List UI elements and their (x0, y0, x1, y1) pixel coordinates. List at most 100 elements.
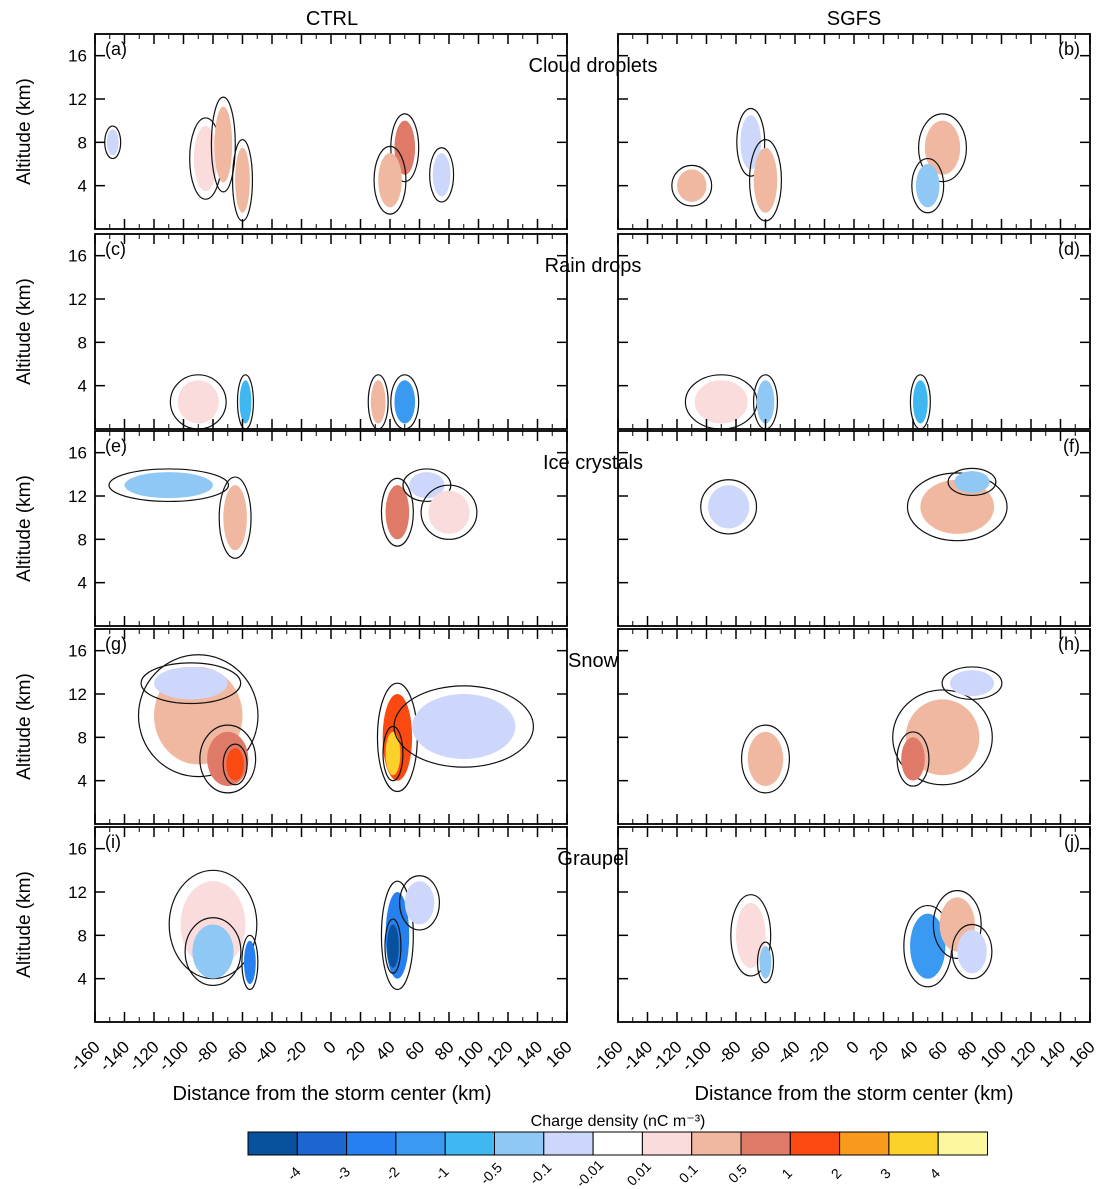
charge-blob-h-2 (901, 737, 925, 781)
colorbar-label-4: -0.5 (477, 1159, 506, 1188)
charge-blob-c-0 (177, 380, 219, 424)
ytick-label-a-3: 16 (68, 47, 87, 66)
xtick-label-left-0: -160 (66, 1037, 103, 1074)
y-axis-label-1: Altitude (km) (14, 278, 35, 385)
row-title-2: Ice crystals (543, 452, 643, 474)
xtick-label-right-0: -160 (589, 1037, 626, 1074)
charge-blob-f-1 (920, 479, 995, 534)
contour-j-4 (951, 923, 993, 980)
colorbar-swatch-8 (641, 1131, 693, 1156)
charge-blob-e-4 (428, 490, 470, 534)
contour-h-0 (741, 724, 790, 794)
y-axis-label-3: Altitude (km) (14, 673, 35, 780)
charge-blob-b-3 (924, 120, 961, 175)
xtick-label-left-13: 100 (454, 1037, 487, 1070)
charge-blob-e-3 (409, 472, 445, 499)
panel-frame-h (617, 628, 1091, 825)
contour-a-2 (210, 96, 236, 193)
panel-letter-f: (f) (1063, 436, 1080, 456)
xtick-label-left-15: 140 (513, 1037, 546, 1070)
charge-blob-b-2 (677, 169, 707, 202)
panel-f: (f) (617, 430, 1091, 627)
ytick-label-e-3: 16 (68, 444, 87, 463)
colorbar-label-6: -0.01 (573, 1156, 607, 1189)
panel-d: (d) (617, 233, 1091, 430)
ytick-label-e-0: 4 (78, 574, 87, 593)
charge-blob-a-3 (235, 147, 250, 213)
charge-blob-e-0 (124, 472, 213, 499)
row-title-0: Cloud droplets (529, 55, 658, 77)
panel-g: 4 8 12 16 (g) (68, 628, 568, 825)
charge-blob-d-2 (913, 380, 928, 424)
xtick-label-right-12: 80 (954, 1037, 981, 1064)
contour-e-0 (108, 468, 230, 503)
ytick-label-g-3: 16 (68, 642, 87, 661)
panel-letter-a: (a) (105, 39, 127, 59)
panel-frame-i (94, 826, 568, 1023)
charge-blob-c-1 (239, 380, 252, 424)
colorbar-swatch-13 (888, 1131, 939, 1156)
colorbar-label-1: -3 (333, 1163, 353, 1183)
charge-blob-b-1 (753, 147, 778, 213)
charge-blob-i-4 (387, 924, 399, 968)
panel-frame-j (617, 826, 1091, 1023)
ytick-label-i-1: 8 (78, 926, 87, 945)
colorbar-label-0: -4 (284, 1163, 304, 1183)
panel-grid: 4 8 12 16 (a) (b) Cloud droplets Altitude (km) 4… (14, 33, 1099, 1075)
panel-frame-d (617, 233, 1091, 430)
charge-blob-d-0 (694, 380, 748, 424)
colorbar-swatch-3 (395, 1131, 446, 1156)
xtick-label-right-15: 140 (1036, 1037, 1069, 1070)
y-axis-label-2: Altitude (km) (14, 475, 35, 582)
charge-blob-e-2 (385, 485, 410, 540)
ytick-label-i-0: 4 (78, 970, 87, 989)
row-title-1: Rain drops (545, 255, 642, 277)
ytick-label-a-0: 4 (78, 177, 87, 196)
charge-blob-j-2 (910, 913, 946, 979)
colorbar-swatch-10 (740, 1131, 791, 1156)
colorbar-swatch-14 (937, 1131, 989, 1156)
xtick-label-right-16: 160 (1065, 1037, 1098, 1070)
contour-f-0 (700, 479, 758, 535)
contour-h-2 (896, 731, 930, 787)
contour-i-3 (380, 880, 414, 991)
contour-g-1 (140, 662, 242, 705)
ytick-label-g-1: 8 (78, 728, 87, 747)
panel-frame-f (617, 430, 1091, 627)
colorbar-label-11: 2 (828, 1165, 845, 1182)
colorbar-swatch-9 (691, 1131, 742, 1156)
ytick-label-g-2: 12 (68, 685, 87, 704)
panel-letter-h: (h) (1058, 634, 1080, 654)
ytick-label-c-0: 4 (78, 377, 87, 396)
y-axis-label-4: Altitude (km) (14, 871, 35, 978)
contour-a-6 (429, 147, 455, 203)
xtick-label-right-4: -80 (714, 1037, 745, 1068)
contour-i-1 (184, 917, 242, 987)
xtick-label-left-2: -120 (125, 1037, 162, 1074)
contour-a-4 (390, 113, 420, 183)
colorbar-swatch-11 (789, 1131, 841, 1156)
xtick-label-right-1: -140 (619, 1037, 656, 1074)
xtick-label-left-1: -140 (96, 1037, 133, 1074)
charge-blob-b-4 (915, 164, 940, 208)
contour-j-3 (932, 890, 982, 959)
panel-a: 4 8 12 16 (a) (68, 33, 568, 230)
contour-g-5 (382, 725, 404, 782)
panel-letter-b: (b) (1058, 39, 1080, 59)
charge-blob-c-2 (394, 380, 416, 424)
ytick-label-a-1: 8 (78, 133, 87, 152)
contour-e-2 (380, 477, 414, 547)
contour-b-0 (736, 107, 766, 177)
charge-blob-a-6 (432, 153, 451, 197)
colorbar-label-7: 0.01 (624, 1158, 655, 1189)
xtick-label-left-9: 20 (343, 1037, 370, 1064)
ytick-label-a-2: 12 (68, 90, 87, 109)
charge-blob-b-0 (740, 115, 762, 170)
column-title-sgfs: SGFS (827, 8, 881, 30)
charge-blob-j-1 (759, 946, 772, 979)
column-title-ctrl: CTRL (306, 8, 358, 30)
xtick-label-right-3: -100 (678, 1037, 715, 1074)
x-axis-label-left: Distance from the storm center (km) (173, 1083, 492, 1105)
panel-b: (b) (617, 33, 1091, 230)
charge-blob-a-0 (106, 129, 119, 156)
